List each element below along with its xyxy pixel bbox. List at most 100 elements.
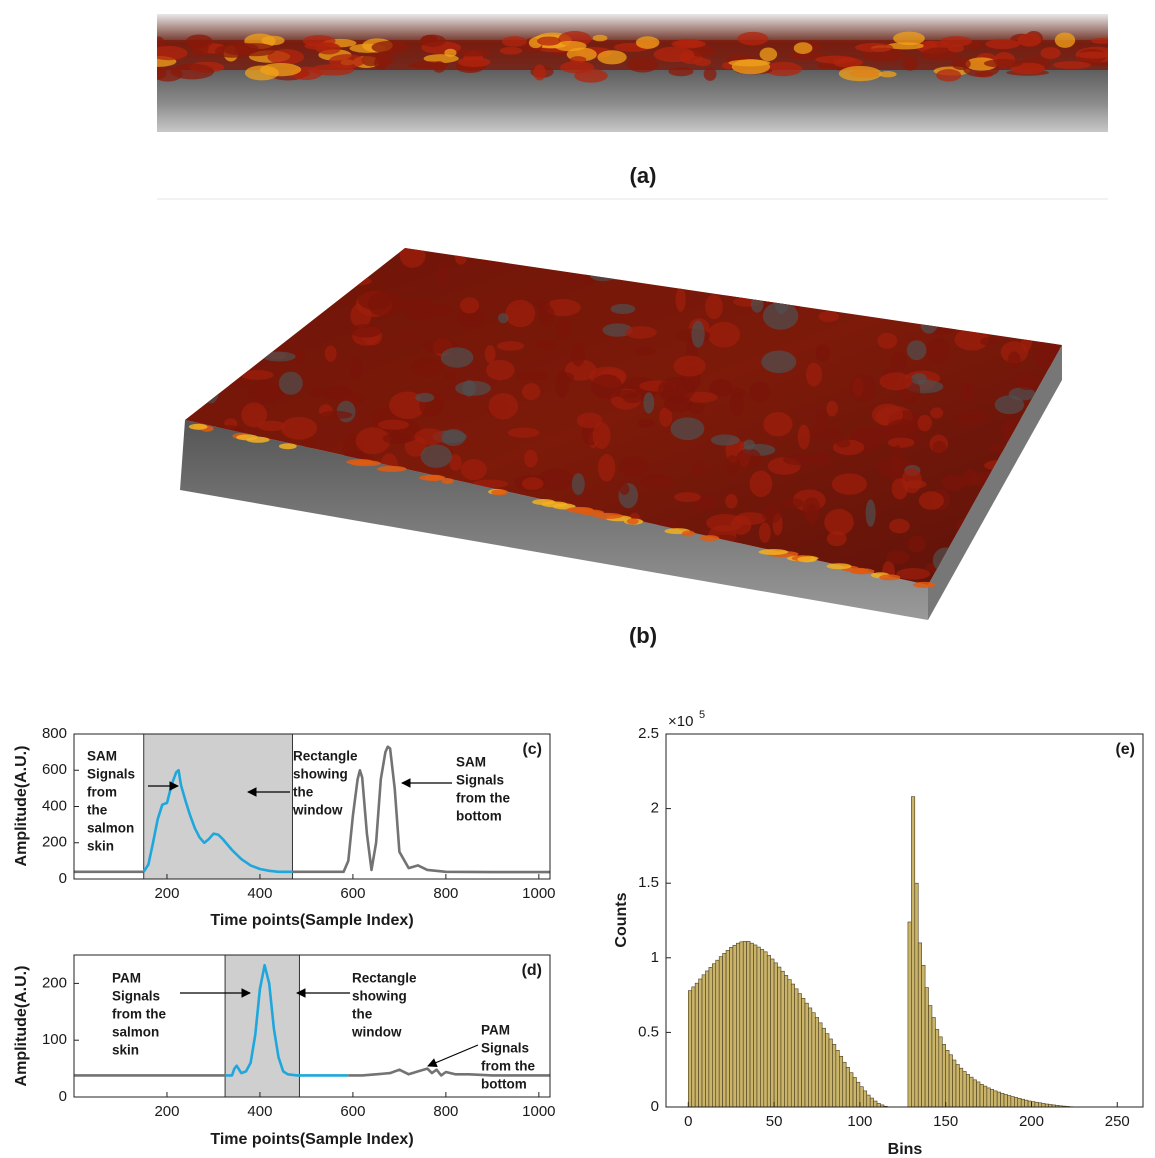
image-blob [566,506,594,513]
histogram-bar [1034,1101,1039,1108]
image-blob [592,34,608,42]
image-blob [920,315,938,334]
image-blob [1054,32,1076,48]
image-blob [691,320,705,348]
image-blob [570,56,587,64]
image-blob [985,38,1020,50]
image-blob [993,512,1009,527]
image-blob [601,251,618,274]
image-blob [758,522,771,543]
image-blob [505,299,536,328]
histogram-bar [784,975,789,1108]
histogram-bar [962,1071,967,1108]
histogram-bar [989,1089,995,1108]
image-blob [287,539,313,551]
image-blob [268,252,284,267]
histogram-bar [818,1022,823,1108]
annotation: Rectangle [293,749,358,764]
image-blob [361,53,381,67]
image-blob [196,284,222,312]
image-blob [802,497,821,521]
histogram-bar [935,1029,940,1108]
histogram-bar [742,941,747,1108]
image-blob [948,44,965,53]
image-blob [524,449,538,468]
image-blob [877,332,898,349]
y-tick-label: 0 [59,870,67,887]
image-blob [957,283,979,306]
x-tick-label: 0 [684,1113,692,1130]
image-blob [302,436,316,449]
image-blob [707,321,741,348]
annotation: PAM [481,1023,510,1038]
histogram-bar [698,978,703,1108]
annotation: the [293,785,314,800]
histogram-bar [712,963,717,1108]
image-blob [632,254,657,270]
histogram-bar [948,1054,953,1108]
image-blob [278,371,303,395]
image-blob [1015,373,1039,391]
image-blob [403,548,441,558]
image-blob [267,49,305,65]
image-blob [371,40,408,54]
image-blob [904,480,927,489]
y-tick-label: 100 [42,1031,67,1048]
annotation: PAM [112,971,141,986]
histogram-bar [1038,1102,1043,1108]
image-blob [635,36,660,49]
image-blob [1053,478,1062,488]
image-blob [705,294,723,320]
line-series [292,745,550,874]
image-blob [890,297,906,316]
image-blob [932,440,947,455]
image-blob [907,535,926,553]
image-blob [451,49,492,57]
y-tick-label: 0.5 [638,1023,659,1040]
image-blob [865,499,876,527]
image-blob [533,64,546,81]
image-blob [377,419,409,430]
histogram-bar [708,967,713,1108]
histogram-bar [787,979,792,1108]
image-blob [968,278,999,287]
annotation: SAM [87,749,117,764]
image-blob [761,503,782,524]
image-blob [670,417,705,441]
x-tick-label: 400 [247,885,272,902]
image-blob [1008,488,1034,510]
image-blob [699,535,720,542]
annotation: Signals [112,989,160,1004]
image-blob [633,346,656,356]
image-blob [681,530,695,537]
image-blob [304,572,327,585]
histogram-bar [780,970,785,1108]
image-blob [729,392,745,417]
histogram-bar [928,1005,933,1108]
image-blob [297,537,318,556]
image-blob [535,339,557,351]
histogram-bar [1014,1097,1019,1108]
x-tick-label: 600 [340,1103,365,1120]
image-blob [1038,267,1049,285]
histogram-bar [790,983,795,1108]
histogram-bar [1010,1096,1015,1108]
image-blob [185,567,201,585]
image-blob [281,531,316,552]
image-blob [223,266,244,288]
histogram-bar [832,1044,837,1108]
histogram-bar [1017,1098,1022,1108]
image-blob [382,433,413,445]
image-blob [725,493,738,509]
histogram-bar [911,796,916,1108]
image-blob [555,319,572,340]
image-blob [444,48,457,57]
image-blob [636,418,655,428]
image-blob [737,31,769,46]
image-blob [484,552,522,570]
histogram-bar [1041,1103,1046,1108]
image-blob [425,577,441,585]
image-blob [706,514,744,532]
image-blob [749,381,771,402]
histogram-bar [842,1061,847,1108]
